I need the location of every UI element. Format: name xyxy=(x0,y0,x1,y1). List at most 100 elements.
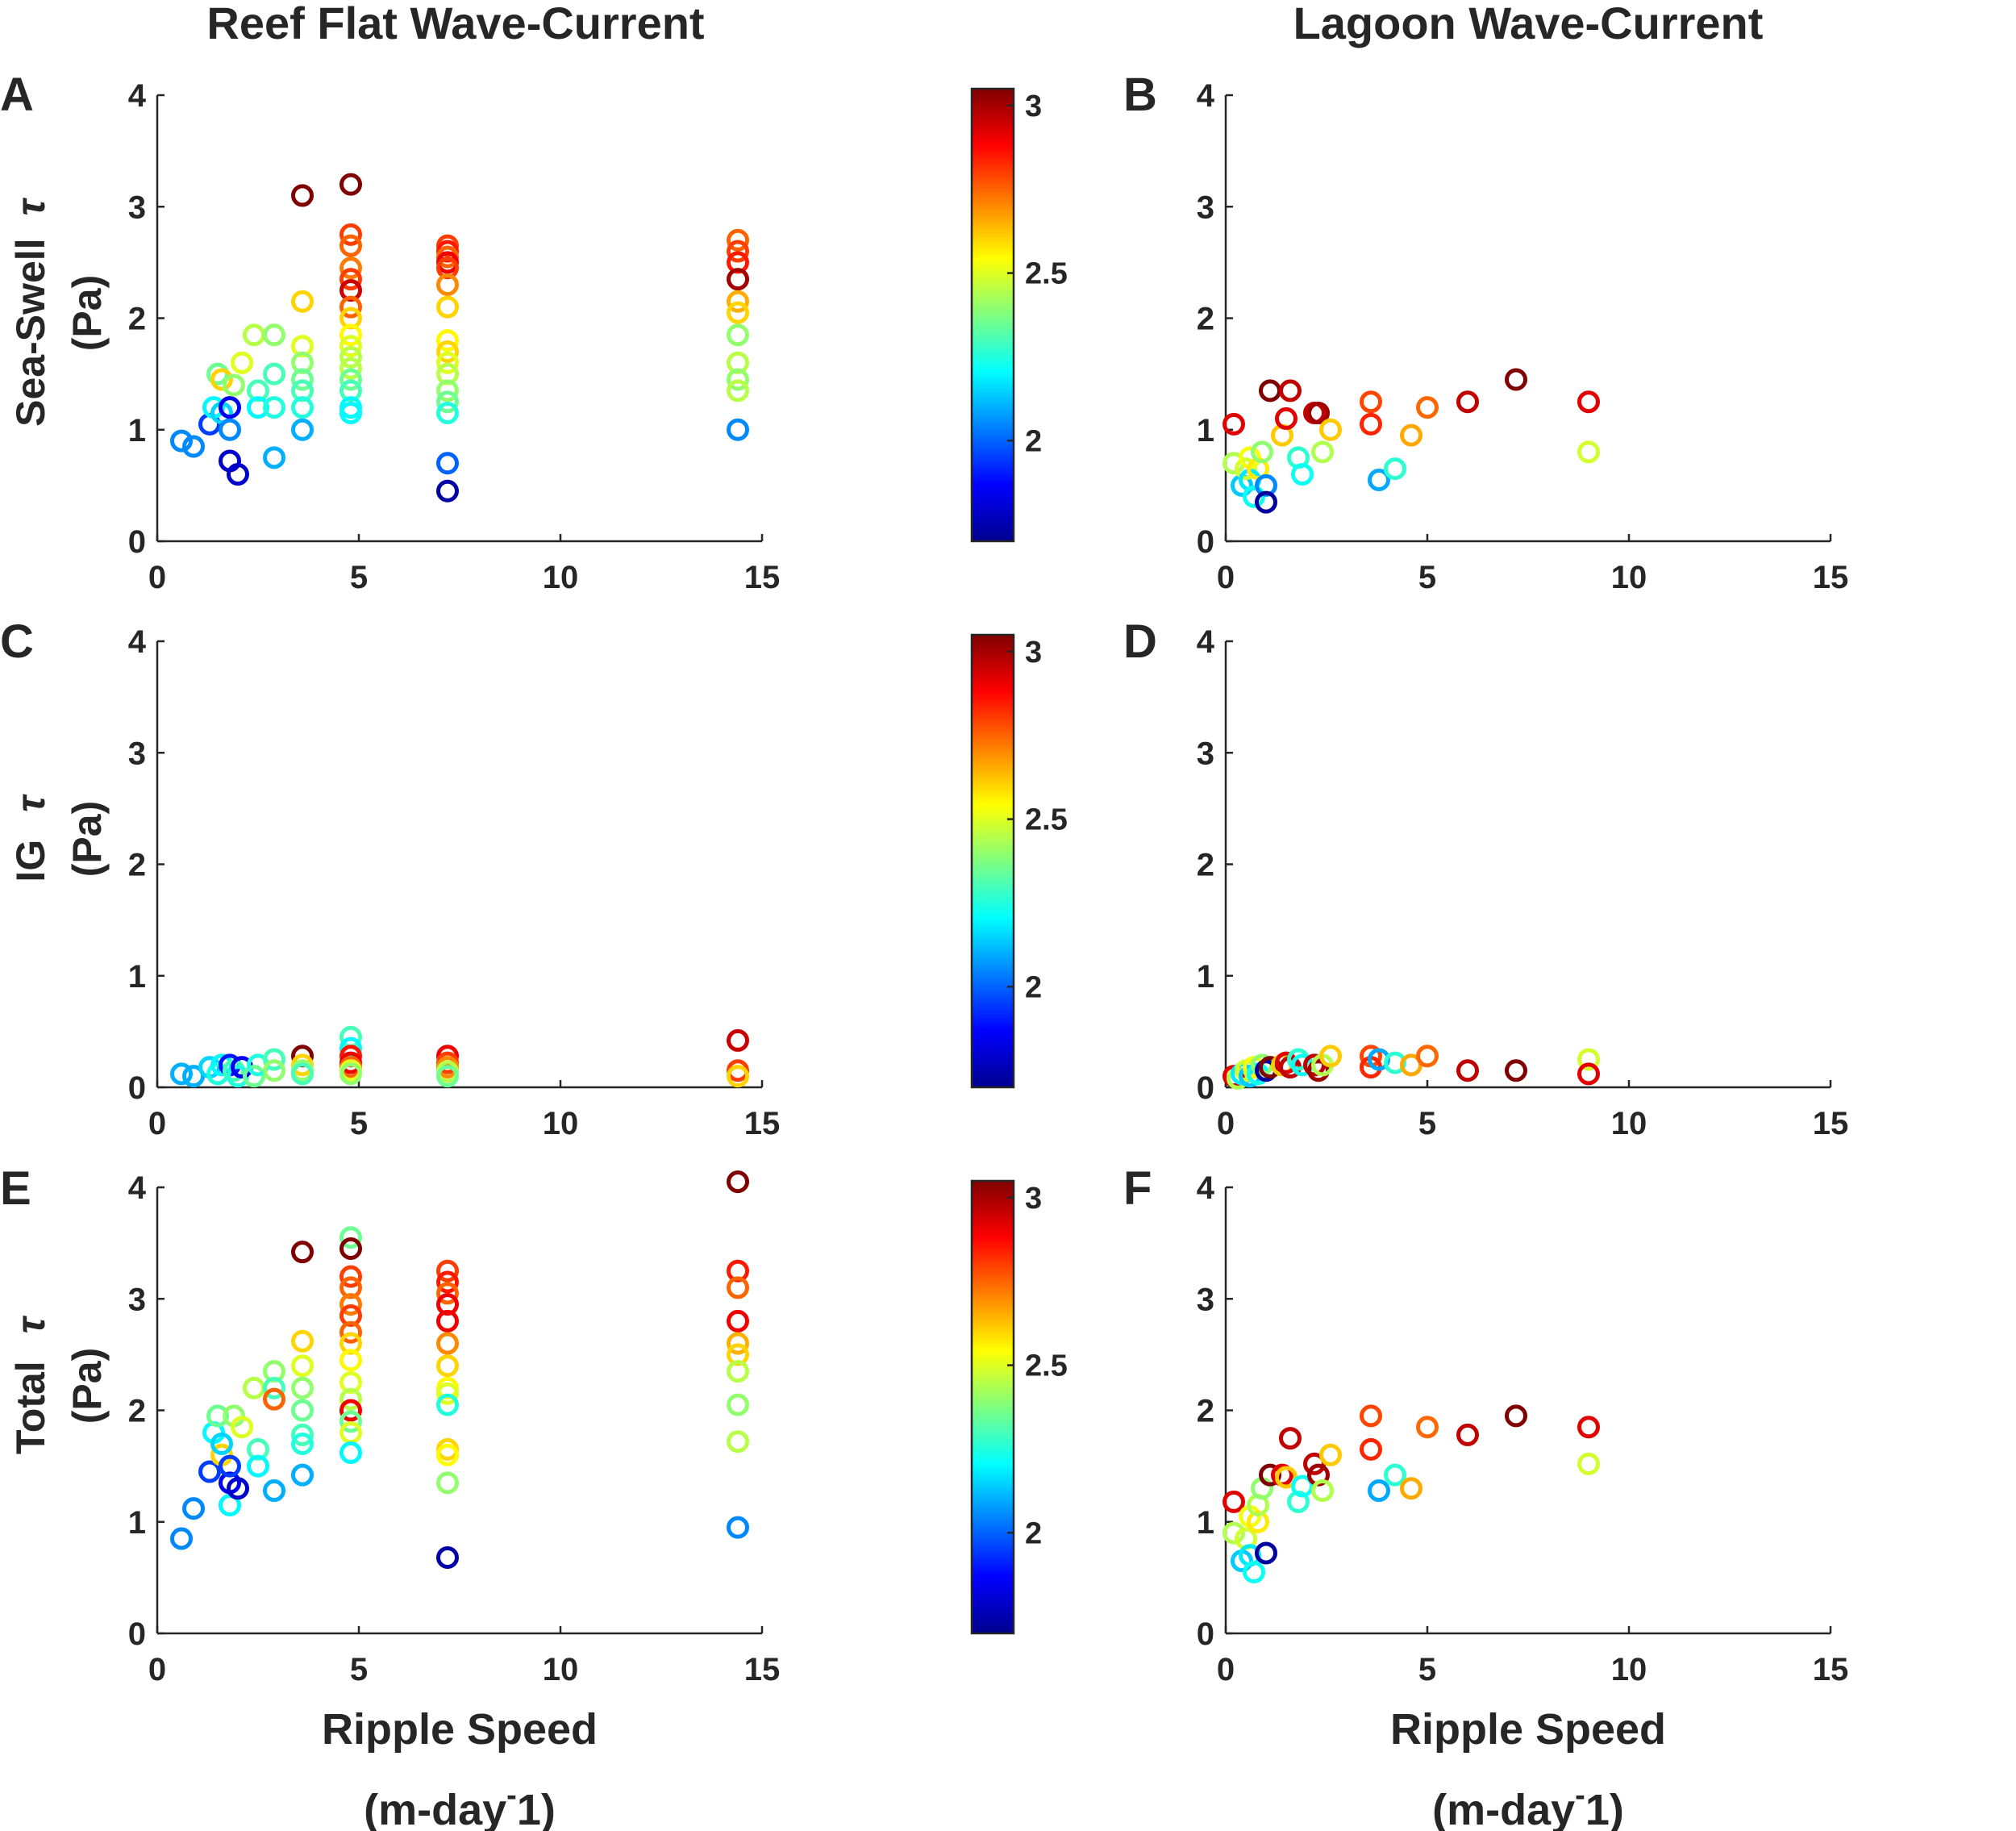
x-tick-label: 10 xyxy=(543,1652,579,1687)
y-tick-label: 0 xyxy=(1197,1616,1214,1652)
data-point xyxy=(219,418,241,441)
data-point xyxy=(291,1329,314,1353)
colorbar-tick-label: 2 xyxy=(1025,424,1042,458)
colorbar-tick-label: 2 xyxy=(1025,970,1042,1004)
data-point xyxy=(436,402,459,425)
panel-d: 0510150123433.54 xyxy=(1197,624,1849,1141)
x-tick-label: 5 xyxy=(350,1106,368,1141)
data-point xyxy=(436,1270,459,1294)
colorbar-tick-label: 3 xyxy=(1025,636,1042,669)
data-point xyxy=(436,1332,459,1355)
data-point xyxy=(263,323,285,347)
y-tick-label: 0 xyxy=(1197,524,1214,560)
panel-letter-d: D xyxy=(1123,615,1157,668)
x-tick-label: 15 xyxy=(1813,1652,1849,1687)
x-tick-label: 5 xyxy=(1418,560,1436,595)
tau-symbol: τ xyxy=(8,794,53,812)
y-tick-label: 1 xyxy=(1197,413,1214,448)
panel-e: 0 5 10 15 0 1 2 3 4 2 2.5 3 xyxy=(128,1170,1068,1687)
x-tick-label: 0 xyxy=(148,1652,166,1687)
data-point xyxy=(1416,1416,1439,1439)
colorbar-tick-label: 3 xyxy=(1025,1182,1042,1216)
data-point xyxy=(1235,457,1257,481)
data-point xyxy=(243,323,265,347)
data-point xyxy=(1360,1437,1382,1461)
data-point xyxy=(263,1479,285,1503)
data-point xyxy=(1505,1404,1527,1428)
data-point xyxy=(1275,407,1297,430)
y-tick-label: 3 xyxy=(128,1282,146,1317)
data-point xyxy=(727,1170,749,1194)
data-point xyxy=(1577,1062,1600,1086)
x-tick-label: 0 xyxy=(1217,1106,1235,1141)
data-point xyxy=(263,1048,285,1071)
data-point xyxy=(1319,1045,1342,1068)
data-point xyxy=(1416,396,1439,419)
data-point xyxy=(1319,1443,1342,1466)
data-point xyxy=(436,1382,459,1405)
data-point xyxy=(339,1062,362,1086)
colorbar-tick-label: 3 xyxy=(1025,90,1042,123)
data-point xyxy=(1360,412,1382,436)
data-point xyxy=(263,1059,285,1082)
data-point xyxy=(291,1376,314,1399)
data-point xyxy=(291,1399,314,1422)
xlabel-right: Ripple Speed xyxy=(1390,1705,1666,1754)
col-title-reef-flat: Reef Flat Wave-Current xyxy=(206,0,704,48)
data-point xyxy=(339,1410,362,1433)
data-point xyxy=(339,1226,362,1249)
data-point xyxy=(339,234,362,257)
col-title-lagoon: Lagoon Wave-Current xyxy=(1293,0,1764,48)
xlabel-right-unit: (m-day-1) xyxy=(1432,1779,1624,1831)
colorbar-tick-label: 2 xyxy=(1025,1516,1042,1550)
data-point xyxy=(339,1441,362,1465)
y-tick-label: 1 xyxy=(1197,1505,1214,1541)
data-point xyxy=(291,368,314,391)
data-point xyxy=(1577,1416,1600,1439)
data-point xyxy=(1243,485,1265,508)
data-point xyxy=(291,1354,314,1378)
panel-letter-b: B xyxy=(1123,69,1157,121)
data-point xyxy=(339,1237,362,1261)
y-tick-label: 4 xyxy=(128,1170,147,1206)
data-point xyxy=(1275,1051,1297,1074)
svg-text:Total τ: Total τ xyxy=(8,1315,53,1454)
data-point xyxy=(263,1376,285,1399)
data-point xyxy=(1291,1474,1314,1498)
panel-c: 0 5 10 15 0 1 2 3 4 2 2.5 3 xyxy=(128,624,1068,1141)
data-point xyxy=(1360,1404,1382,1428)
data-point xyxy=(727,418,749,441)
svg-text:Sea-Swell τ: Sea-Swell τ xyxy=(8,198,53,427)
data-point xyxy=(339,335,362,358)
y-tick-label: 0 xyxy=(128,1070,146,1106)
data-point xyxy=(339,223,362,246)
xlabel-left: Ripple Speed xyxy=(322,1705,598,1754)
x-tick-label: 5 xyxy=(1418,1106,1436,1141)
data-point xyxy=(436,1065,459,1088)
data-point xyxy=(231,1416,253,1439)
x-tick-label: 0 xyxy=(1217,1652,1235,1687)
data-point xyxy=(339,257,362,280)
data-point xyxy=(436,340,459,363)
data-point xyxy=(727,379,749,402)
data-point xyxy=(339,295,362,319)
panel-b: 0510150123433.54 xyxy=(1197,78,1849,595)
data-point xyxy=(339,1320,362,1344)
data-point xyxy=(1279,379,1302,402)
x-tick-label: 15 xyxy=(744,1106,781,1141)
colorbar-tick-label: 2.5 xyxy=(1025,1349,1068,1383)
data-point xyxy=(436,351,459,374)
y-tick-label: 1 xyxy=(128,1505,146,1541)
data-point xyxy=(339,268,362,291)
data-point xyxy=(1291,463,1314,486)
data-point xyxy=(1311,1479,1334,1503)
data-point xyxy=(1384,1051,1406,1074)
y-tick-label: 3 xyxy=(1197,1282,1214,1317)
row-label-total-text: Total xyxy=(8,1361,53,1454)
data-point xyxy=(436,379,459,402)
panel-letter-a: A xyxy=(0,69,34,121)
y-tick-label: 3 xyxy=(128,736,146,771)
y-tick-label: 0 xyxy=(128,1616,146,1652)
y-tick-label: 1 xyxy=(128,413,146,448)
data-point xyxy=(170,429,193,453)
